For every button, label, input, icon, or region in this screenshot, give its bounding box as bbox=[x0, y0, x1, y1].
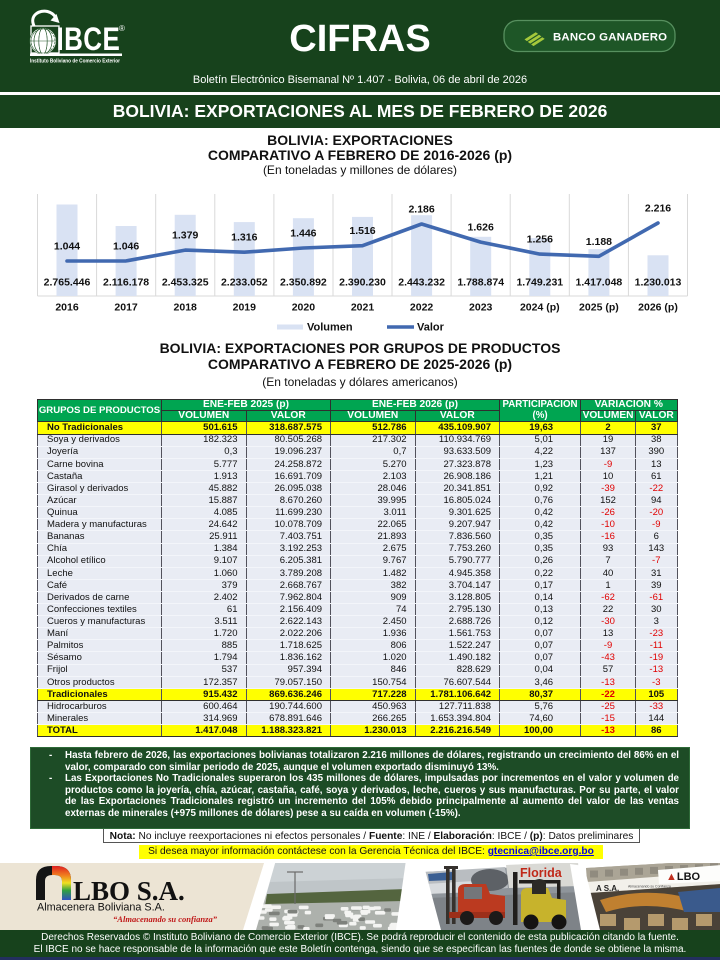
svg-text:2.350.892: 2.350.892 bbox=[280, 277, 327, 289]
svg-text:2.765.446: 2.765.446 bbox=[44, 277, 91, 289]
svg-text:1.188: 1.188 bbox=[586, 236, 612, 248]
svg-text:®: ® bbox=[119, 24, 125, 33]
svg-text:Volumen: Volumen bbox=[307, 322, 353, 334]
svg-text:2.443.232: 2.443.232 bbox=[398, 277, 445, 289]
svg-text:1.417.048: 1.417.048 bbox=[576, 277, 623, 289]
svg-text:2017: 2017 bbox=[114, 302, 138, 314]
svg-text:1.230.013: 1.230.013 bbox=[635, 277, 682, 289]
svg-text:Instituto Boliviano de Comerci: Instituto Boliviano de Comercio Exterior bbox=[30, 59, 121, 65]
svg-text:1.516: 1.516 bbox=[349, 225, 375, 237]
svg-text:Almacenando su Confianza: Almacenando su Confianza bbox=[628, 885, 671, 889]
svg-text:2020: 2020 bbox=[292, 302, 316, 314]
svg-text:CIFRAS: CIFRAS bbox=[289, 18, 430, 60]
svg-text:IBCE: IBCE bbox=[57, 21, 121, 57]
svg-text:1.446: 1.446 bbox=[290, 228, 316, 240]
svg-text:▲LBO: ▲LBO bbox=[666, 871, 701, 883]
svg-text:1.044: 1.044 bbox=[54, 241, 80, 253]
svg-text:2.116.178: 2.116.178 bbox=[103, 277, 149, 289]
svg-text:2016: 2016 bbox=[55, 302, 79, 314]
svg-text:2.216: 2.216 bbox=[645, 203, 671, 215]
svg-text:Valor: Valor bbox=[417, 322, 445, 334]
svg-text:2019: 2019 bbox=[233, 302, 257, 314]
svg-text:“Almacenando su confianza”: “Almacenando su confianza” bbox=[113, 914, 218, 924]
svg-text:Florida: Florida bbox=[520, 866, 563, 880]
svg-text:1.256: 1.256 bbox=[527, 234, 553, 246]
svg-text:2018: 2018 bbox=[174, 302, 198, 314]
svg-text:1.316: 1.316 bbox=[231, 232, 257, 244]
svg-text:2.453.325: 2.453.325 bbox=[162, 277, 209, 289]
svg-text:2.186: 2.186 bbox=[408, 204, 434, 216]
svg-text:1.749.231: 1.749.231 bbox=[516, 277, 563, 289]
svg-text:LBO S.A.: LBO S.A. bbox=[73, 876, 185, 906]
svg-text:2024 (p): 2024 (p) bbox=[520, 302, 560, 314]
svg-text:BANCO GANADERO: BANCO GANADERO bbox=[553, 32, 667, 44]
svg-text:A S.A.: A S.A. bbox=[596, 884, 619, 893]
svg-text:2021: 2021 bbox=[351, 302, 375, 314]
svg-text:2.390.230: 2.390.230 bbox=[339, 277, 386, 289]
svg-text:2026 (p): 2026 (p) bbox=[638, 302, 678, 314]
svg-text:2023: 2023 bbox=[469, 302, 493, 314]
svg-text:2.233.052: 2.233.052 bbox=[221, 277, 268, 289]
svg-text:Boletín Electrónico Bisemanal: Boletín Electrónico Bisemanal Nº 1.407 -… bbox=[193, 74, 527, 86]
svg-text:1.046: 1.046 bbox=[113, 240, 139, 252]
svg-text:1.788.874: 1.788.874 bbox=[457, 277, 504, 289]
svg-text:2025 (p): 2025 (p) bbox=[579, 302, 619, 314]
svg-text:1.626: 1.626 bbox=[468, 222, 494, 234]
svg-text:1.379: 1.379 bbox=[172, 230, 198, 242]
svg-text:Almacenera Boliviana S.A.: Almacenera Boliviana S.A. bbox=[37, 902, 165, 914]
svg-text:2022: 2022 bbox=[410, 302, 434, 314]
